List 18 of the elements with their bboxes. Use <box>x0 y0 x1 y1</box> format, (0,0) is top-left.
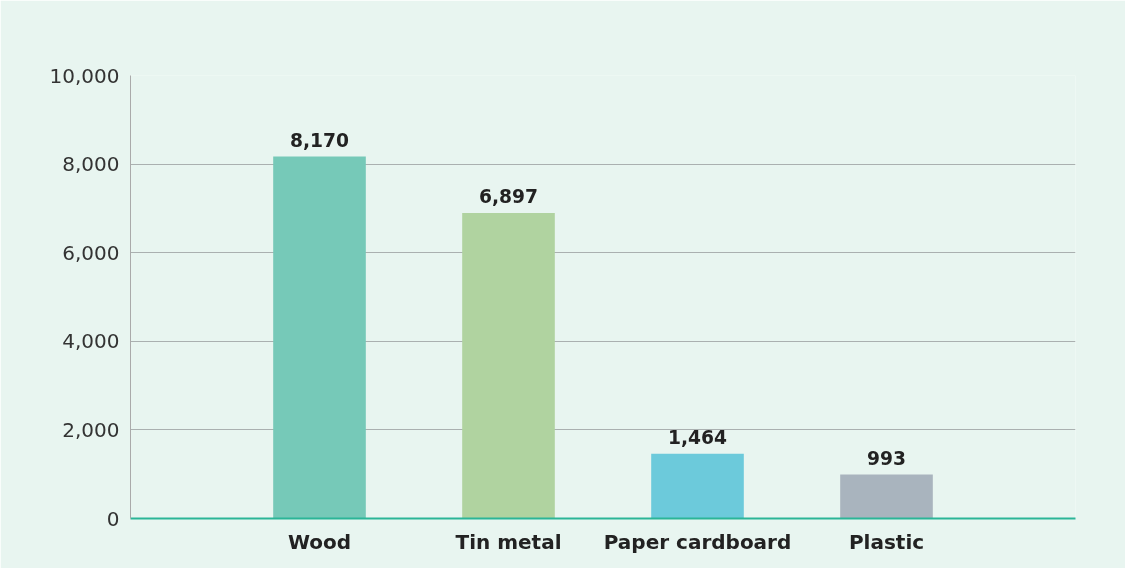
data-label: 993 <box>867 447 906 469</box>
x-tick-label: Paper cardboard <box>603 529 792 554</box>
data-label: 6,897 <box>478 185 539 207</box>
y-tick-label: 10,000 <box>49 63 120 88</box>
data-label: 1,464 <box>667 426 728 448</box>
bar <box>462 212 555 519</box>
data-label: 8,170 <box>289 129 350 151</box>
y-tick-label: 8,000 <box>62 152 120 177</box>
x-tick-label: Wood <box>287 529 352 554</box>
y-tick-label: 4,000 <box>62 329 120 354</box>
bar <box>651 453 744 519</box>
bar <box>273 156 366 519</box>
x-tick-label: Tin metal <box>455 529 562 554</box>
y-tick-label: 6,000 <box>62 240 120 265</box>
y-tick-label: 0 <box>106 506 120 531</box>
y-tick-label: 2,000 <box>62 417 120 442</box>
x-tick-label: Plastic <box>848 529 925 554</box>
bar <box>840 474 933 519</box>
